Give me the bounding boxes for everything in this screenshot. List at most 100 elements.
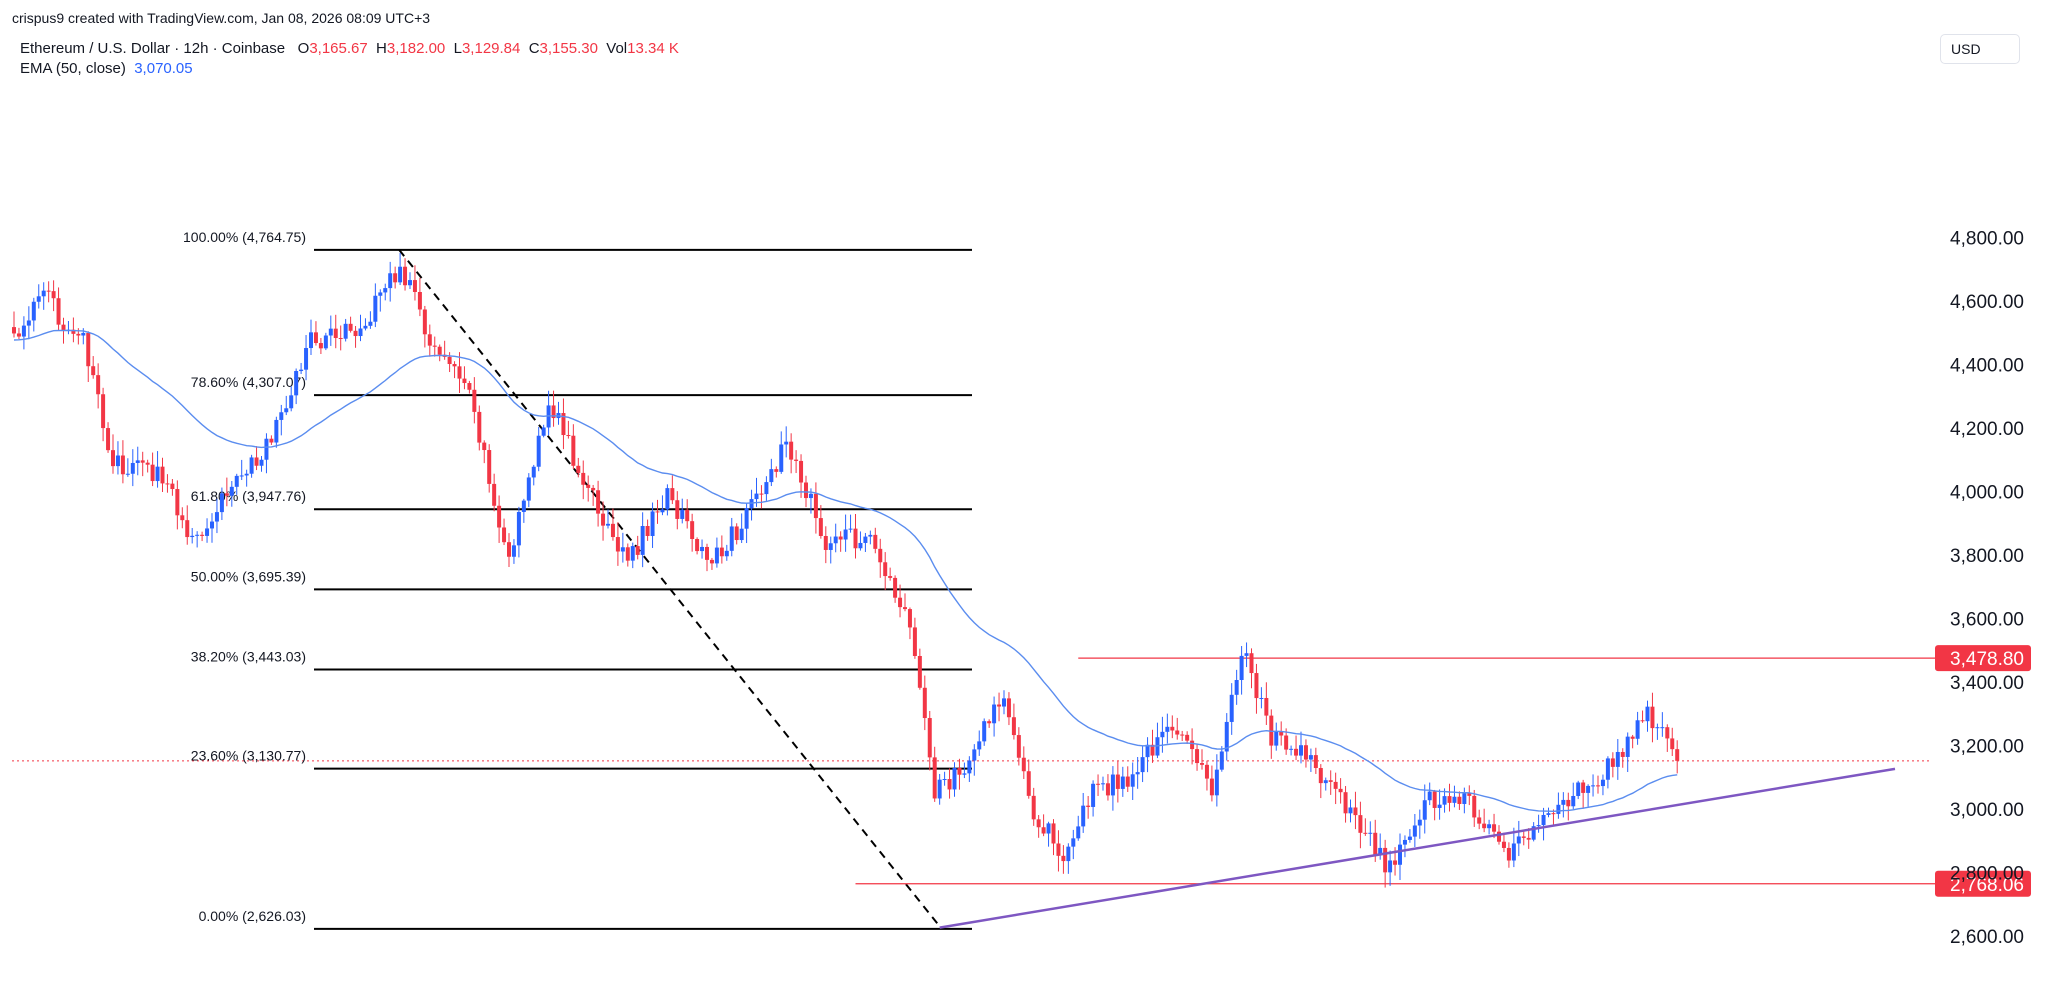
candle-body: [1209, 778, 1214, 796]
candle-body: [328, 328, 333, 336]
currency-selector[interactable]: USD: [1940, 34, 2020, 64]
candle-body: [492, 483, 497, 506]
y-tick-label: 4,200.00: [1950, 419, 2024, 440]
candle-body: [932, 757, 937, 799]
candle-body: [31, 301, 36, 321]
candle-body: [299, 369, 304, 372]
candle-body: [214, 512, 219, 522]
candle-body: [1002, 698, 1006, 707]
candle-body: [858, 542, 863, 549]
candle-body: [1551, 813, 1556, 815]
y-tick-label: 3,600.00: [1950, 610, 2024, 631]
candle-body: [1605, 758, 1610, 780]
candle-body: [625, 547, 630, 561]
fibonacci-retracement[interactable]: 100.00% (4,764.75) 78.60% (4,307.07) 61.80…: [183, 229, 972, 930]
candle-body: [200, 534, 205, 536]
candle-body: [1432, 791, 1437, 808]
fib-level-label: 23.60% (3,130.77): [191, 748, 306, 764]
chart-credit: crispus9 created with TradingView.com, J…: [12, 10, 431, 26]
candle-body: [1531, 826, 1536, 840]
candle-body: [1447, 796, 1452, 803]
candle-body: [1180, 734, 1185, 736]
horizontal-levels[interactable]: 3,478.80 2,768.06: [855, 645, 2032, 897]
candle-body: [1541, 814, 1546, 826]
y-tick-label: 4,000.00: [1950, 483, 2024, 504]
candle-body: [309, 332, 313, 349]
candle-body: [86, 332, 91, 367]
candle-body: [269, 438, 274, 443]
candle-body: [690, 521, 695, 540]
ascending-trendline[interactable]: [939, 767, 1896, 929]
candle-body: [511, 545, 516, 557]
candle-body: [348, 323, 353, 331]
candle-body: [1140, 757, 1145, 773]
candle-body: [229, 486, 234, 496]
candle-body: [1011, 717, 1016, 736]
candle-body: [1313, 755, 1318, 769]
y-tick-label: 2,600.00: [1950, 927, 2024, 948]
candle-body: [1576, 782, 1581, 796]
candle-body: [620, 547, 625, 552]
candle-body: [1046, 823, 1051, 834]
candle-body: [318, 343, 323, 349]
candle-body: [729, 526, 734, 551]
candle-body: [487, 450, 492, 484]
candle-body: [675, 500, 680, 519]
candle-body: [388, 273, 393, 289]
candle-body: [76, 333, 81, 336]
price-tag-label: 3,478.80: [1950, 649, 2024, 670]
candle-body: [754, 493, 759, 500]
ema-value: 3,070.05: [134, 60, 193, 77]
candle-body: [1254, 673, 1259, 699]
candle-body: [1457, 796, 1462, 804]
candle-body: [1224, 721, 1229, 752]
fib-level-label: 0.00% (2,626.03): [199, 908, 306, 924]
candle-body: [709, 559, 714, 564]
candle-body: [566, 435, 571, 437]
candle-body: [497, 505, 502, 528]
candle-body: [1120, 776, 1125, 789]
candle-body: [759, 493, 764, 495]
candle-body: [541, 427, 546, 436]
price-axis[interactable]: 4,800.00 4,600.00 4,400.00 4,200.00 4,000.00…: [1950, 229, 2024, 949]
fib-level-label: 50.00% (3,695.39): [191, 568, 306, 584]
candle-body: [917, 655, 922, 688]
candle-body: [363, 325, 368, 329]
symbol-legend: Ethereum / U.S. Dollar · 12h · Coinbase …: [20, 40, 679, 57]
candle-body: [81, 332, 86, 336]
candle-body: [977, 741, 982, 750]
candle-body: [1289, 748, 1294, 750]
price-tag: [1935, 645, 2031, 672]
candle-body: [1051, 823, 1056, 844]
candle-body: [952, 768, 957, 790]
candle-body: [422, 309, 427, 335]
candle-body: [1348, 807, 1353, 814]
candle-body: [1571, 795, 1576, 807]
candle-body: [744, 508, 749, 529]
fib-dashed-trend[interactable]: [398, 249, 943, 930]
candle-body: [338, 338, 343, 340]
candle-body: [462, 378, 467, 384]
candle-body: [284, 408, 289, 413]
candle-body: [1412, 825, 1417, 837]
candle-body: [1407, 836, 1412, 840]
candle-body: [843, 529, 848, 540]
candle-body: [888, 576, 893, 578]
candle-body: [670, 488, 675, 501]
candle-body: [1422, 800, 1427, 820]
candle-body: [606, 523, 610, 526]
candle-body: [779, 444, 784, 472]
candle-body: [868, 534, 873, 537]
candle-body: [1596, 785, 1600, 787]
low-label: L: [453, 40, 462, 57]
candle-body: [1511, 843, 1516, 861]
candle-body: [264, 438, 269, 460]
candle-body: [1546, 813, 1551, 815]
candle-body: [645, 526, 650, 537]
candle-body: [1427, 791, 1432, 801]
candle-body: [1645, 706, 1650, 722]
candle-body: [863, 536, 868, 543]
candle-body: [912, 627, 917, 656]
candle-body: [719, 547, 724, 557]
